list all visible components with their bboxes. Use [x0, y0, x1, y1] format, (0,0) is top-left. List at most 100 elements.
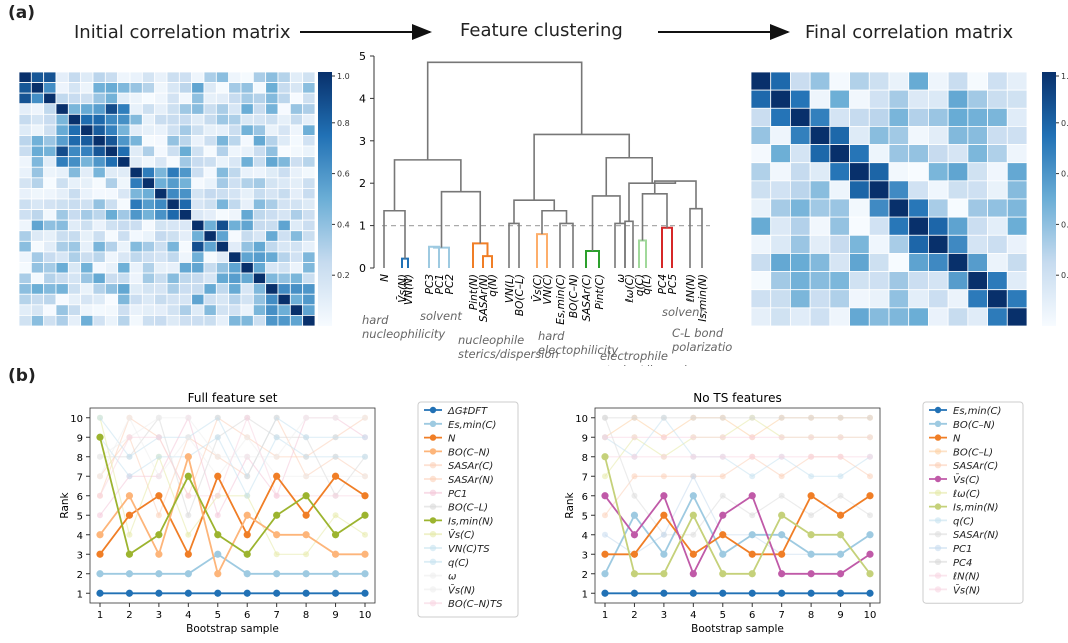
heatmap-cell	[55, 262, 69, 274]
heatmap-cell	[166, 188, 180, 200]
heatmap-cell	[19, 230, 32, 242]
heatmap-cell	[67, 145, 82, 158]
heatmap-cell	[809, 271, 831, 291]
series-line	[100, 553, 365, 575]
heatmap-cell	[829, 144, 850, 164]
heatmap-cell	[166, 135, 180, 147]
heatmap-cell	[104, 230, 119, 242]
heatmap-cell	[809, 307, 831, 326]
data-point	[866, 570, 874, 578]
heatmap-cell	[908, 180, 929, 200]
heatmap-cell	[215, 240, 230, 253]
data-point	[749, 512, 756, 519]
heatmap-cell	[117, 198, 131, 210]
heatmap-cell	[117, 103, 131, 115]
data-point	[602, 512, 608, 519]
dendro-leaf-label: SASAr(C)	[581, 274, 593, 322]
heatmap-cell	[790, 271, 811, 291]
data-point	[837, 453, 844, 460]
data-point	[244, 453, 251, 460]
heatmap-cell	[117, 188, 131, 200]
dendro-link	[513, 199, 556, 224]
heatmap-cell	[228, 156, 242, 168]
heatmap-cell	[947, 216, 969, 236]
data-point	[362, 414, 368, 421]
dendro-leaf-label: q(L)	[641, 274, 653, 295]
y-axis-label: Rank	[564, 491, 576, 518]
heatmap-cell	[302, 209, 315, 221]
dendro-link	[689, 207, 703, 268]
heatmap-cell	[947, 271, 969, 291]
heatmap-cell	[104, 262, 119, 274]
final-correlation-heatmap	[751, 72, 1027, 326]
heatmap-cell	[289, 103, 304, 115]
colorbar-right: 1.0 0.8 0.6 0.4 0.2	[1042, 72, 1068, 326]
heatmap-cell	[92, 135, 106, 147]
data-point	[690, 434, 697, 441]
heatmap-cell	[67, 293, 82, 306]
heatmap-cell	[166, 156, 180, 168]
heatmap-cell	[166, 103, 180, 115]
heatmap-cell	[203, 219, 217, 232]
heatmap-cell	[19, 209, 32, 221]
heatmap-cell	[178, 219, 193, 232]
heatmap-cell	[302, 293, 315, 306]
heatmap-cell	[289, 251, 304, 263]
legend-entry: BO(C–L)	[953, 447, 993, 458]
x-tick-label: 3	[156, 610, 162, 621]
dendro-leaf-label: V̄s(C)	[531, 274, 544, 302]
heatmap-cell	[1006, 89, 1027, 109]
y-tick-label: 5	[77, 511, 83, 522]
heatmap-cell	[166, 113, 180, 126]
heatmap-cell	[888, 234, 910, 254]
heatmap-cell	[849, 180, 870, 200]
heatmap-cell	[67, 304, 82, 316]
heatmap-cell	[203, 156, 217, 168]
x-tick-label: 2	[631, 610, 637, 621]
heatmap-cell	[19, 304, 32, 316]
heatmap-cell	[154, 103, 168, 115]
heatmap-cell	[215, 283, 230, 295]
data-point	[185, 414, 192, 421]
legend-entry: BO(C–N)TS	[448, 599, 503, 610]
heatmap-cell	[117, 272, 131, 285]
heatmap-cell	[252, 240, 267, 253]
heatmap-cell	[215, 135, 230, 147]
heatmap-cell	[277, 135, 291, 147]
legend-swatch-marker	[429, 558, 437, 565]
heatmap-cell	[770, 126, 791, 145]
data-point	[660, 434, 667, 441]
dendro-link	[426, 61, 583, 160]
heatmap-cell	[67, 240, 82, 253]
data-point	[332, 453, 339, 460]
heatmap-cell	[277, 304, 291, 316]
data-point	[690, 531, 697, 538]
data-point	[273, 589, 281, 597]
heatmap-cell	[947, 307, 969, 326]
heatmap-cell	[67, 72, 82, 83]
data-point	[125, 589, 134, 597]
heatmap-cell	[67, 113, 82, 126]
data-point	[866, 531, 874, 539]
heatmap-cell	[252, 315, 267, 326]
data-point	[778, 511, 786, 519]
heatmap-cell	[141, 209, 156, 221]
heatmap-cell	[191, 240, 205, 253]
heatmap-cell	[908, 289, 929, 309]
data-point	[601, 453, 609, 461]
heatmap-cell	[302, 283, 315, 295]
heatmap-cell	[967, 234, 988, 254]
data-point	[214, 531, 222, 539]
heatmap-cell	[104, 188, 119, 200]
heatmap-cell	[141, 315, 156, 326]
line-chart-title: Full feature set	[188, 391, 278, 405]
heatmap-cell	[1006, 198, 1027, 218]
series-line	[99, 417, 366, 555]
heatmap-cell	[265, 230, 279, 242]
heatmap-cell	[30, 240, 45, 253]
heatmap-cell	[908, 144, 929, 164]
data-point	[244, 473, 251, 480]
heatmap-cell	[166, 240, 180, 253]
heatmap-cell	[809, 72, 831, 91]
data-point	[302, 531, 310, 539]
